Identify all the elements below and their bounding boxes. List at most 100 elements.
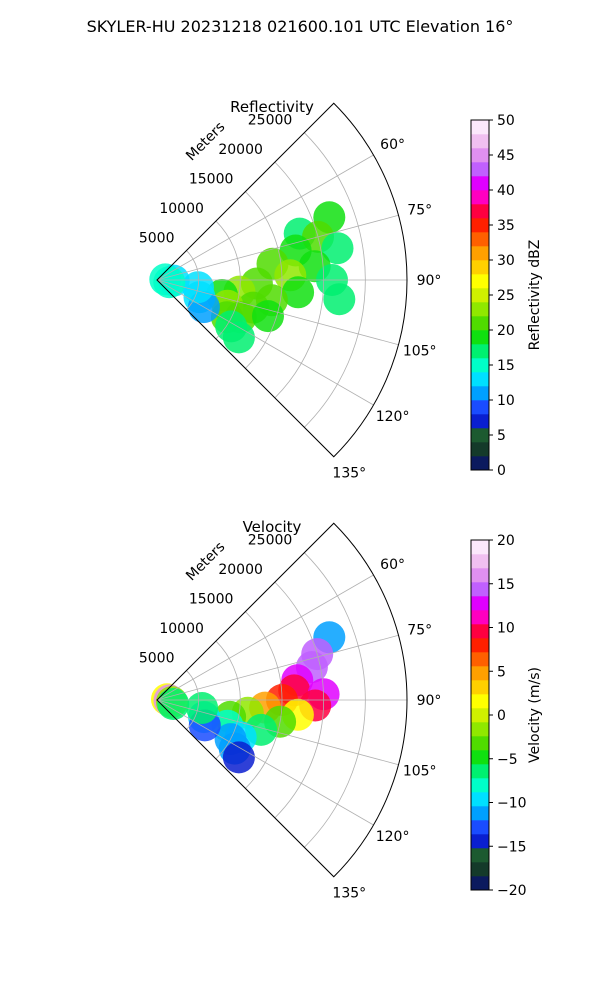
colorbar-tick-label: 45: [497, 148, 515, 164]
azimuth-spoke: [156, 699, 399, 766]
colorbar-tick-label: 10: [497, 393, 515, 409]
colorbar-swatch: [471, 344, 489, 359]
colorbar-swatch: [471, 862, 489, 877]
colorbar-swatch: [471, 722, 489, 737]
azimuth-tick-label: 135°: [332, 465, 366, 481]
colorbar-swatch: [471, 386, 489, 401]
echo-cell: [323, 283, 356, 316]
colorbar-tick-label: 50: [497, 113, 515, 129]
colorbar-tick-label: 5: [497, 664, 506, 680]
colorbar-tick-label: −10: [497, 796, 527, 812]
azimuth-tick-label: 75°: [407, 203, 432, 219]
colorbar-swatch: [471, 582, 489, 597]
colorbar-swatch: [471, 624, 489, 639]
colorbar-swatch: [471, 400, 489, 415]
azimuth-spoke: [156, 214, 399, 281]
colorbar-swatch: [471, 694, 489, 709]
azimuth-spoke: [156, 279, 399, 346]
azimuth-tick-label: 105°: [403, 343, 437, 359]
colorbar-swatch: [471, 652, 489, 667]
colorbar-swatch: [471, 288, 489, 303]
colorbar-swatch: [471, 848, 489, 863]
colorbar-swatch: [471, 330, 489, 345]
colorbar-swatch: [471, 120, 489, 135]
colorbar-tick-label: −20: [497, 883, 527, 899]
sector-outline: [156, 102, 408, 458]
colorbar-swatch: [471, 778, 489, 793]
azimuth-tick-label: 60°: [380, 557, 405, 573]
colorbar-swatch: [471, 876, 489, 891]
colorbar-swatch: [471, 708, 489, 723]
azimuth-tick-label: 75°: [407, 623, 432, 639]
colorbar-swatch: [471, 260, 489, 275]
colorbar-swatch: [471, 358, 489, 373]
azimuth-tick-label: 90°: [417, 273, 442, 289]
range-tick-label: 5000: [139, 231, 175, 247]
colorbar-swatch: [471, 820, 489, 835]
colorbar-swatch: [471, 428, 489, 443]
colorbar-swatch: [471, 134, 489, 149]
azimuth-spoke: [156, 574, 374, 701]
colorbar-tick-label: 15: [497, 358, 515, 374]
colorbar-swatch: [471, 162, 489, 177]
colorbar-swatch: [471, 302, 489, 317]
colorbar-label: Velocity (m/s): [527, 667, 543, 763]
colorbar-tick-label: −5: [497, 752, 518, 768]
colorbar-swatch: [471, 750, 489, 765]
colorbar-tick-label: 0: [497, 708, 506, 724]
range-tick-label: 25000: [248, 113, 293, 129]
colorbar-swatch: [471, 442, 489, 457]
colorbar-tick-label: 10: [497, 621, 515, 637]
echo-cell: [252, 300, 284, 333]
colorbar-label: Reflectivity dBZ: [527, 240, 543, 351]
echo-cell: [321, 232, 354, 265]
colorbar-swatch: [471, 456, 489, 471]
azimuth-spoke: [156, 154, 374, 281]
azimuth-tick-label: 60°: [380, 137, 405, 153]
range-tick-label: 15000: [189, 172, 234, 188]
azimuth-tick-label: 120°: [376, 829, 410, 845]
echo-cell: [222, 321, 255, 354]
colorbar-swatch: [471, 148, 489, 163]
colorbar-tick-label: −15: [497, 839, 527, 855]
range-tick-label: 15000: [189, 592, 234, 608]
reflectivity-panel: Reflectivity500010000150002000025000Mete…: [139, 98, 543, 481]
azimuth-tick-label: 120°: [376, 409, 410, 425]
range-tick-label: 10000: [159, 621, 204, 637]
colorbar-swatch: [471, 736, 489, 751]
colorbar-swatch: [471, 190, 489, 205]
colorbar-swatch: [471, 316, 489, 331]
echo-layer: [149, 201, 356, 354]
range-tick-label: 25000: [248, 533, 293, 549]
colorbar-swatch: [471, 610, 489, 625]
colorbar-swatch: [471, 218, 489, 233]
azimuth-spoke: [156, 279, 374, 406]
colorbar-tick-label: 0: [497, 463, 506, 479]
colorbar-swatch: [471, 568, 489, 583]
colorbar-swatch: [471, 680, 489, 695]
colorbar-swatch: [471, 540, 489, 555]
colorbar-swatch: [471, 638, 489, 653]
range-tick-label: 20000: [218, 562, 263, 578]
azimuth-spoke: [156, 699, 374, 826]
colorbar-tick-label: 5: [497, 428, 506, 444]
colorbar-swatch: [471, 666, 489, 681]
azimuth-tick-label: 105°: [403, 763, 437, 779]
colorbar-tick-label: 15: [497, 577, 515, 593]
colorbar-swatch: [471, 372, 489, 387]
colorbar-swatch: [471, 176, 489, 191]
colorbar-swatch: [471, 806, 489, 821]
azimuth-tick-label: 90°: [417, 693, 442, 709]
range-tick-label: 5000: [139, 651, 175, 667]
echo-cell: [282, 276, 315, 309]
colorbar-swatch: [471, 554, 489, 569]
panel-title: Reflectivity: [230, 98, 314, 116]
colorbar-tick-label: 35: [497, 218, 515, 234]
echo-cell: [222, 741, 255, 774]
colorbar-swatch: [471, 764, 489, 779]
colorbar-tick-label: 20: [497, 323, 515, 339]
colorbar-swatch: [471, 596, 489, 611]
azimuth-tick-label: 135°: [332, 885, 366, 901]
colorbar-swatch: [471, 274, 489, 289]
